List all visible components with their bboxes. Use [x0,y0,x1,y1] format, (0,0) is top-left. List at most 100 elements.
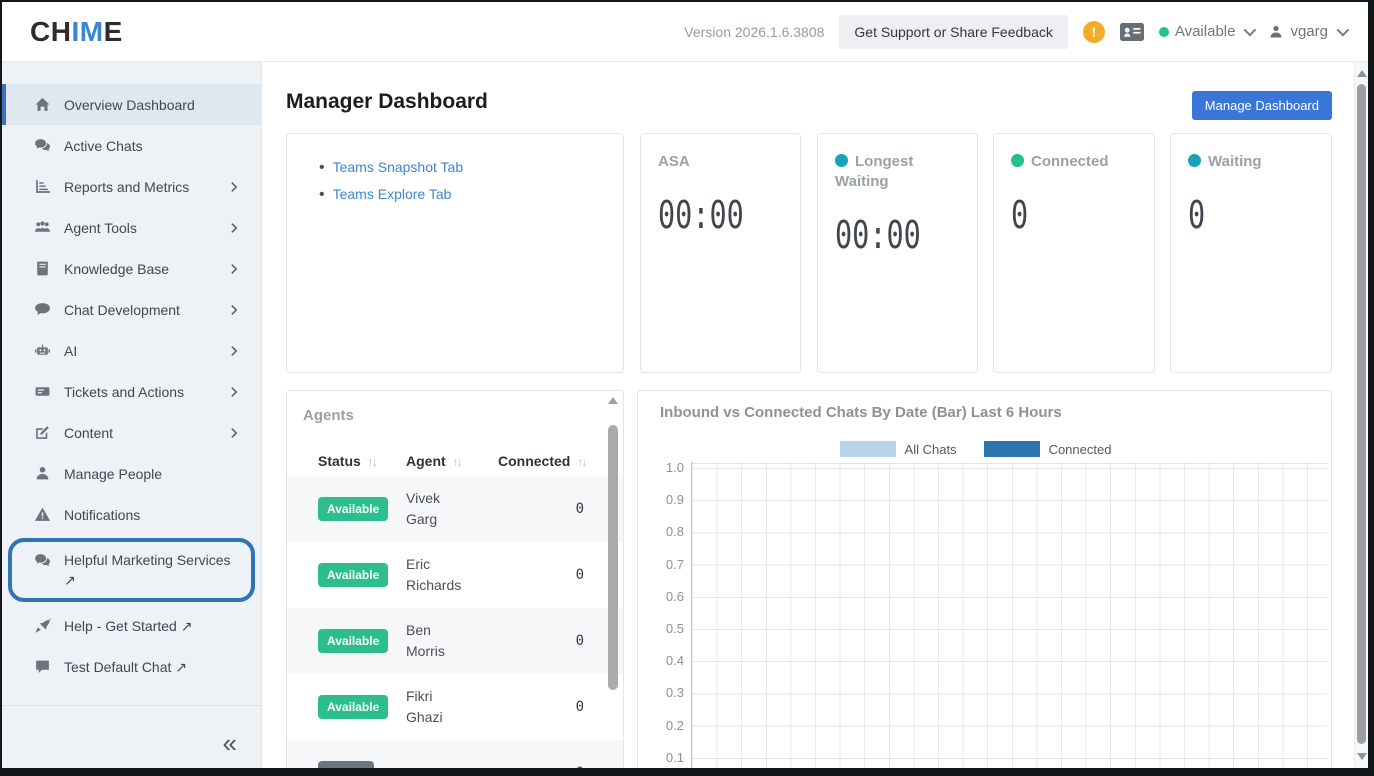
sidebar-item-helpful-marketing-services[interactable]: Helpful Marketing Services ↗ [8,538,255,602]
chevron-right-icon [227,344,241,358]
connected-count: 0 [498,765,593,768]
edit-icon [34,424,52,442]
status-badge: Offline [318,761,374,768]
y-axis-tick-label: 0.6 [665,588,684,604]
book-icon [34,260,52,278]
status-label: Available [1174,23,1236,40]
agent-name: Vivek Garg [406,490,440,527]
y-axis-tick-label: 0.3 [665,685,684,701]
metric-label: Longest Waiting [835,153,914,190]
status-badge: Available [318,563,389,587]
column-header-agent[interactable]: Agent ↑↓ [406,453,463,469]
column-header-connected[interactable]: Connected ↑↓ [498,453,587,469]
sidebar-item-help-get-started[interactable]: Help - Get Started ↗ [2,605,261,646]
page-scrollbar[interactable] [1354,62,1368,768]
connected-count: 0 [575,699,584,715]
sidebar-item-chat-development[interactable]: Chat Development [2,289,261,330]
sort-arrows-icon[interactable]: ↑↓ [367,455,378,469]
list-item: Teams Snapshot Tab [305,156,605,179]
agent-name: Eric Richards [406,556,462,593]
manage-dashboard-button[interactable]: Manage Dashboard [1191,91,1332,120]
sidebar-item-label: Active Chats [64,137,143,154]
sidebar-item-label: Manage People [64,465,163,482]
page-title: Manager Dashboard [286,90,488,113]
chats-icon [34,552,52,570]
teams-snapshot-link[interactable]: Teams Snapshot Tab [332,159,464,175]
chats-icon [34,137,52,155]
green-status-dot [1011,154,1024,167]
chart-card: Inbound vs Connected Chats By Date (Bar)… [637,390,1332,768]
table-row: Available Eric Richards 0 [287,542,623,608]
chime-logo: CHIME [30,15,123,47]
sidebar-item-label: Help - Get Started ↗ [64,617,193,634]
chat-bubble-icon [34,301,52,319]
metric-value: 0 [1188,193,1206,237]
rocket-icon [34,617,52,635]
sidebar-item-notifications[interactable]: Notifications [2,494,261,535]
warning-icon [34,506,52,524]
chevron-right-icon [227,180,241,194]
agents-icon [34,219,52,237]
metric-value: 00:00 [835,213,921,257]
sort-arrows-icon[interactable]: ↑↓ [452,455,463,469]
metric-label: Waiting [1188,152,1314,172]
top-header: CHIME Version 2026.1.6.3808 Get Support … [2,2,1368,62]
chart-legend: All Chats Connected [638,441,1331,457]
sidebar-item-manage-people[interactable]: Manage People [2,453,261,494]
sidebar-item-reports-and-metrics[interactable]: Reports and Metrics [2,166,261,207]
warning-icon[interactable]: ! [1082,20,1105,43]
sidebar-item-label: Knowledge Base [64,260,170,277]
sidebar-item-active-chats[interactable]: Active Chats [2,125,261,166]
sidebar-item-label: Test Default Chat ↗ [64,658,188,675]
username-label: vgarg [1290,23,1328,40]
table-row: Available Fikri Ghazi 0 [287,674,623,740]
version-text: Version 2026.1.6.3808 [684,23,825,40]
chat-square-icon [34,658,52,676]
sidebar-item-tickets-and-actions[interactable]: Tickets and Actions [2,371,261,412]
legend-label: All Chats [904,441,957,457]
sidebar-item-agent-tools[interactable]: Agent Tools [2,207,261,248]
scrollbar-thumb[interactable] [608,425,618,690]
sidebar-item-ai[interactable]: AI [2,330,261,371]
status-badge: Available [318,497,389,521]
y-axis-tick-label: 1.0 [665,460,684,475]
sidebar-divider [2,705,261,706]
sidebar-item-label: Notifications [64,506,141,523]
metric-value: 0 [1011,193,1029,237]
person-icon [34,465,52,483]
scrollbar-up-arrow[interactable] [608,397,618,404]
sidebar-item-content[interactable]: Content [2,412,261,453]
quick-links-card: Teams Snapshot Tab Teams Explore Tab [286,133,624,373]
column-header-status[interactable]: Status ↑↓ [318,453,378,469]
connected-count: 0 [575,567,584,583]
agents-card-title: Agents [303,407,354,424]
teams-explore-link[interactable]: Teams Explore Tab [332,186,452,202]
support-feedback-button[interactable]: Get Support or Share Feedback [839,14,1068,49]
sidebar-item-test-default-chat[interactable]: Test Default Chat ↗ [2,646,261,687]
scrollbar-down-arrow[interactable] [1357,753,1367,760]
connected-count: 0 [575,633,584,649]
y-axis-tick-label: 0.1 [665,749,684,765]
contact-card-icon[interactable] [1119,22,1144,41]
table-row: Offline Adele V0 [287,740,623,768]
scrollbar-thumb[interactable] [1357,84,1366,744]
y-axis-tick-label: 0.9 [665,492,684,508]
sidebar-item-knowledge-base[interactable]: Knowledge Base [2,248,261,289]
sidebar-item-label: AI [64,342,78,359]
scrollbar-up-arrow[interactable] [1357,70,1367,77]
presence-status-dropdown[interactable]: Available [1158,23,1257,40]
y-axis-tick-label: 0.2 [665,717,684,733]
chevron-right-icon [227,385,241,399]
sidebar-item-overview-dashboard[interactable]: Overview Dashboard [2,84,261,125]
user-menu-dropdown[interactable]: vgarg [1268,23,1350,40]
table-row: Available Ben Morris 0 [287,608,623,674]
sort-arrows-icon[interactable]: ↑↓ [577,455,587,469]
agents-card: Agents Status ↑↓ Agent ↑↓ Connected ↑↓ Avai… [286,390,624,768]
y-axis-tick-label: 0.4 [665,653,684,669]
agents-scrollbar[interactable] [607,395,619,768]
sidebar-item-label: Overview Dashboard [64,96,195,113]
chevron-right-icon [227,303,241,317]
sidebar-collapse-button[interactable]: « [222,728,237,758]
metric-value: 00:00 [658,193,744,237]
chart-title: Inbound vs Connected Chats By Date (Bar)… [660,404,1062,421]
